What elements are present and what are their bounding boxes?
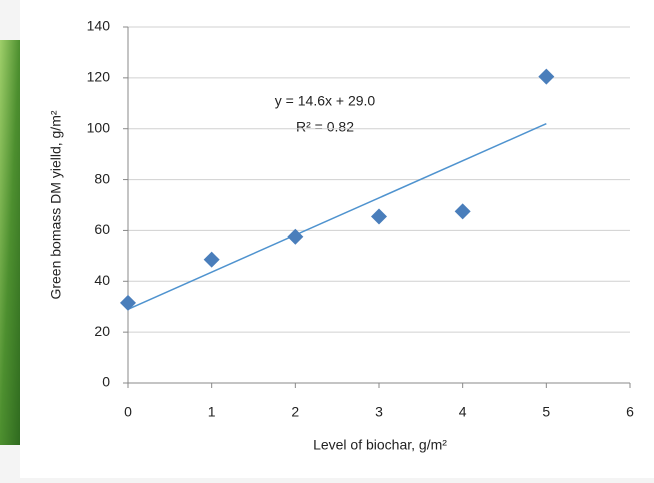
- x-tick-label: 2: [291, 404, 299, 420]
- data-point: [371, 208, 387, 225]
- y-tick-label: 140: [87, 18, 111, 34]
- equation: y = 14.6x + 29.0: [275, 93, 376, 109]
- data-point: [538, 68, 555, 85]
- data-point: [203, 251, 220, 268]
- x-tick-label: 1: [208, 404, 216, 420]
- y-tick-label: 80: [94, 170, 110, 186]
- chart-panel: [20, 0, 654, 478]
- data-point: [454, 203, 471, 220]
- r-squared: R² = 0.82: [296, 119, 354, 135]
- x-tick-label: 3: [375, 404, 383, 420]
- y-axis-label: Green bomass DM yielld, g/m²: [48, 110, 64, 299]
- x-tick-label: 5: [542, 404, 550, 420]
- x-tick-label: 0: [124, 404, 132, 420]
- x-axis-label: Level of biochar, g/m²: [313, 437, 447, 453]
- x-tick-label: 4: [459, 404, 467, 420]
- y-tick-label: 100: [87, 119, 111, 135]
- y-tick-label: 40: [94, 272, 110, 288]
- y-tick-label: 120: [87, 69, 111, 85]
- trendline: [127, 122, 547, 310]
- x-tick-label: 6: [626, 404, 634, 420]
- y-tick-label: 20: [94, 323, 110, 339]
- data-point: [120, 294, 136, 311]
- y-tick-label: 60: [94, 221, 110, 237]
- data-point: [287, 228, 304, 245]
- photo-strip: [0, 40, 20, 445]
- y-tick-label: 0: [102, 374, 110, 390]
